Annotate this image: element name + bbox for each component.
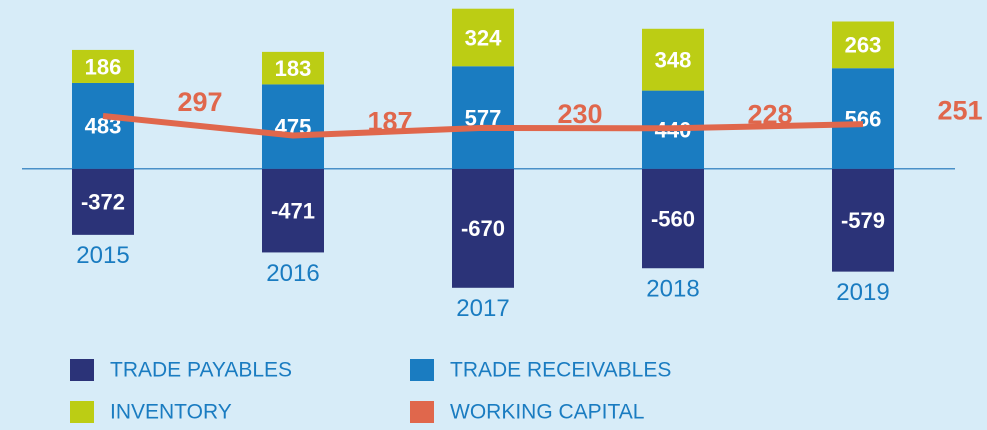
- bar-segment: [642, 168, 704, 269]
- legend-label: TRADE RECEIVABLES: [450, 359, 671, 382]
- value-label: 186: [85, 54, 122, 79]
- line-value-label: 228: [747, 99, 792, 129]
- bar-segment: [262, 84, 324, 169]
- value-label: -670: [461, 216, 505, 241]
- value-label: 263: [845, 33, 882, 58]
- value-label: -560: [651, 206, 695, 231]
- legend-label: INVENTORY: [110, 401, 232, 424]
- line-value-label: 230: [557, 99, 602, 129]
- legend-swatch: [410, 359, 434, 381]
- legend-swatch: [410, 401, 434, 423]
- legend-label: WORKING CAPITAL: [450, 401, 644, 424]
- value-label: -471: [271, 198, 315, 223]
- line: [102, 113, 864, 139]
- bar-segment: [452, 168, 514, 288]
- x-tick-label: 2018: [646, 276, 699, 303]
- bar-segment: [832, 168, 894, 272]
- value-label: 566: [845, 106, 882, 131]
- bar-segment: [642, 28, 704, 91]
- bar-segment: [262, 168, 324, 253]
- bar-segment: [72, 49, 134, 83]
- bar-segment: [72, 82, 134, 169]
- legend-swatch: [70, 401, 94, 423]
- bar-segment: [452, 66, 514, 169]
- bar-segment: [452, 8, 514, 67]
- value-label: -579: [841, 208, 885, 233]
- x-tick-label: 2019: [836, 279, 889, 306]
- bar-segment: [832, 68, 894, 169]
- line-value-label: 187: [367, 107, 412, 137]
- x-tick-label: 2016: [266, 260, 319, 287]
- legend-swatch: [70, 359, 94, 381]
- value-label: 183: [275, 56, 312, 81]
- value-label: 324: [465, 25, 502, 50]
- x-tick-label: 2015: [76, 242, 129, 269]
- line-value-label: 297: [177, 87, 222, 117]
- value-label: 348: [655, 48, 692, 73]
- bar-segment: [72, 168, 134, 235]
- legend-label: TRADE PAYABLES: [110, 359, 292, 382]
- bar-segment: [262, 51, 324, 85]
- x-tick-label: 2017: [456, 295, 509, 322]
- value-label: -372: [81, 190, 125, 215]
- bar-segment: [832, 21, 894, 69]
- line-value-label: 251: [937, 95, 982, 125]
